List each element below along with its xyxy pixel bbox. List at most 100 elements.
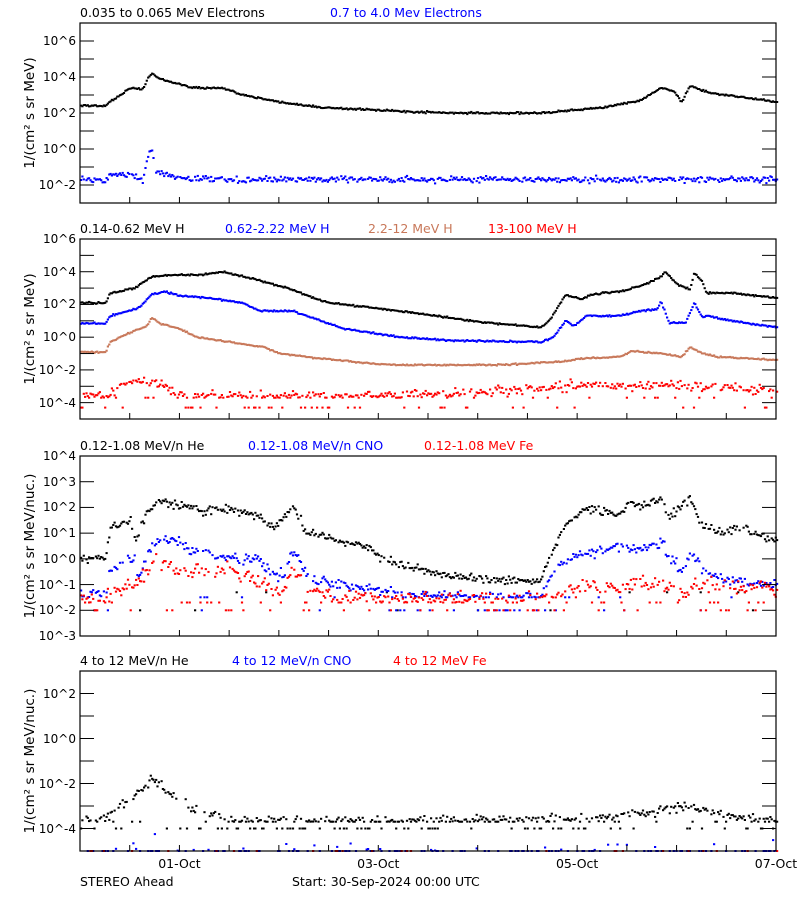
data-point xyxy=(404,111,407,114)
data-point xyxy=(240,396,244,399)
data-point xyxy=(702,316,705,319)
data-point xyxy=(294,290,297,293)
data-point xyxy=(363,330,366,333)
data-point xyxy=(546,178,549,181)
data-point xyxy=(731,527,734,529)
data-point xyxy=(86,301,89,304)
data-point xyxy=(207,272,210,275)
data-point xyxy=(381,394,384,397)
data-point xyxy=(644,546,647,549)
data-point xyxy=(674,515,677,518)
data-point xyxy=(135,379,138,382)
data-point xyxy=(294,103,297,106)
data-point xyxy=(478,818,481,821)
data-point xyxy=(645,282,649,285)
data-point xyxy=(719,318,722,321)
data-point xyxy=(517,324,520,327)
data-point xyxy=(422,337,425,340)
data-point xyxy=(619,591,622,594)
data-point xyxy=(440,406,443,409)
data-point xyxy=(730,291,733,294)
data-point xyxy=(755,586,759,589)
data-point xyxy=(279,285,282,288)
data-point xyxy=(674,91,677,94)
data-point xyxy=(493,339,496,342)
data-point xyxy=(454,339,457,342)
data-point xyxy=(405,336,409,339)
data-point xyxy=(765,295,768,298)
data-point xyxy=(329,106,332,109)
data-point xyxy=(629,179,632,182)
data-point xyxy=(112,99,115,102)
data-point xyxy=(607,105,610,108)
data-point xyxy=(388,180,391,183)
data-point xyxy=(321,406,324,409)
data-point xyxy=(725,319,728,322)
data-point xyxy=(313,534,316,537)
data-point xyxy=(443,571,446,574)
data-point xyxy=(360,361,363,364)
data-point xyxy=(573,359,576,362)
data-point xyxy=(357,361,360,364)
data-point xyxy=(208,87,211,89)
data-point xyxy=(242,93,245,96)
data-point xyxy=(546,339,549,342)
data-point xyxy=(317,318,320,321)
data-point xyxy=(699,89,702,92)
data-point xyxy=(372,307,375,309)
data-point xyxy=(655,177,658,180)
data-point xyxy=(731,386,734,389)
data-point xyxy=(160,78,163,81)
data-point xyxy=(247,276,250,279)
data-point xyxy=(605,356,608,359)
data-point xyxy=(139,580,142,583)
data-point xyxy=(380,109,383,112)
data-point xyxy=(601,814,604,817)
data-point xyxy=(156,275,159,278)
data-point xyxy=(200,336,203,339)
data-point xyxy=(447,573,450,576)
data-point xyxy=(208,272,211,275)
data-point xyxy=(82,392,85,395)
data-point xyxy=(487,596,490,599)
data-point xyxy=(373,307,376,310)
data-point xyxy=(659,275,662,278)
data-point xyxy=(266,180,269,182)
data-point xyxy=(629,578,632,581)
data-point xyxy=(172,175,175,178)
data-point xyxy=(102,104,105,107)
data-point xyxy=(98,104,101,107)
data-point xyxy=(545,565,548,568)
data-point xyxy=(592,580,595,583)
data-point xyxy=(139,820,142,823)
data-point xyxy=(249,580,252,582)
data-point xyxy=(101,556,104,559)
data-point xyxy=(326,590,329,593)
data-point xyxy=(223,556,226,559)
data-point xyxy=(121,799,124,802)
data-point xyxy=(122,588,126,591)
data-point xyxy=(204,337,207,340)
data-point xyxy=(489,593,492,595)
data-point xyxy=(405,363,409,366)
data-point xyxy=(546,320,549,323)
data-point xyxy=(333,359,336,361)
data-point xyxy=(695,584,698,587)
data-point xyxy=(298,574,301,577)
data-point xyxy=(332,302,335,305)
data-point xyxy=(411,178,414,181)
data-point xyxy=(214,87,217,90)
data-point xyxy=(299,313,303,315)
data-point xyxy=(318,827,321,830)
data-point xyxy=(279,817,282,820)
data-point xyxy=(251,513,254,516)
data-point xyxy=(380,333,383,336)
data-point xyxy=(334,325,337,328)
data-point xyxy=(550,812,553,815)
data-point xyxy=(358,406,362,409)
data-point xyxy=(400,591,403,594)
data-point xyxy=(269,393,272,396)
data-point xyxy=(620,102,623,105)
data-point xyxy=(611,818,614,821)
data-point xyxy=(367,390,370,393)
